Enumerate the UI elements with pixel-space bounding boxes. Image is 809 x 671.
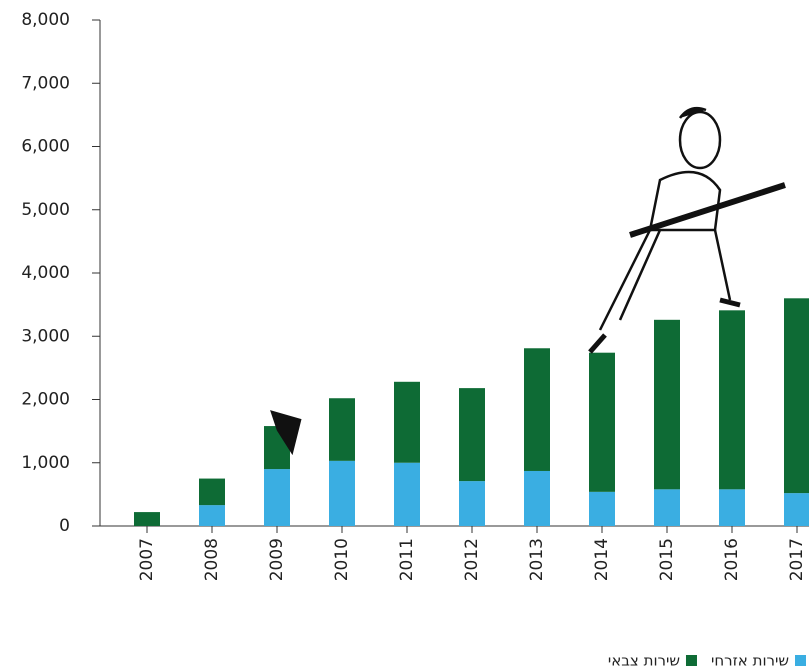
- bar-segment: [524, 348, 550, 471]
- boots: [588, 297, 741, 354]
- bar-segment: [654, 489, 680, 526]
- plot-area: 0 1,000 2,000 3,000 4,000 5,000 6,000 7,000 8,00…: [21, 10, 809, 581]
- legend-label: שירות אזרחי: [711, 652, 789, 670]
- bar-segment: [589, 491, 615, 526]
- bar-segment: [719, 489, 745, 526]
- x-tick-label: 2007: [137, 538, 157, 581]
- y-tick-label: 2,000: [21, 390, 70, 410]
- bar-segment: [394, 381, 420, 463]
- legend-label: שירות צבאי: [608, 652, 680, 670]
- x-tick-label: 2008: [202, 538, 222, 581]
- x-tick-label: 2010: [332, 538, 352, 581]
- x-tick-label: 2012: [462, 538, 482, 581]
- y-tick-label: 7,000: [21, 73, 70, 93]
- x-tick-label: 2014: [592, 538, 612, 581]
- x-tick-label: 2015: [657, 538, 677, 581]
- bar-segment: [264, 469, 290, 526]
- x-tick-label: 2011: [397, 538, 417, 581]
- x-tick-label: 2013: [527, 538, 547, 581]
- torso: [648, 170, 722, 232]
- legend-swatch: [685, 655, 697, 666]
- x-tick-label: 2016: [722, 538, 742, 581]
- bar-segment: [199, 478, 225, 506]
- bar-segment: [784, 298, 809, 494]
- bar-segment: [199, 505, 225, 526]
- legend: שירות אזרחי שירות צבאי: [608, 652, 806, 670]
- bar-segment: [459, 481, 485, 526]
- head: [678, 110, 722, 170]
- bar-segment: [589, 352, 615, 492]
- bar-segment: [329, 398, 355, 461]
- y-tick-label: 5,000: [21, 200, 70, 220]
- legs: [598, 229, 732, 331]
- bar-segment: [394, 462, 420, 526]
- hat: [270, 410, 302, 456]
- bar-segment: [524, 470, 550, 526]
- x-tick-label: 2009: [267, 538, 287, 581]
- rifle: [629, 182, 786, 238]
- bar-segment: [459, 388, 485, 482]
- y-tick-label: 0: [59, 516, 70, 536]
- illustration: [270, 107, 786, 456]
- y-tick-label: 1,000: [21, 453, 70, 473]
- bar-segment: [134, 512, 160, 526]
- x-tick-label: 2017: [787, 538, 807, 581]
- bar-segment: [719, 310, 745, 490]
- hair: [678, 107, 707, 119]
- y-tick-label: 4,000: [21, 263, 70, 283]
- legend-swatch: [795, 655, 806, 666]
- y-tick-label: 3,000: [21, 326, 70, 346]
- bar-segment: [329, 460, 355, 526]
- bar-segment: [654, 319, 680, 490]
- bar-segment: [784, 493, 809, 526]
- y-tick-label: 8,000: [21, 10, 70, 30]
- y-tick-label: 6,000: [21, 137, 70, 157]
